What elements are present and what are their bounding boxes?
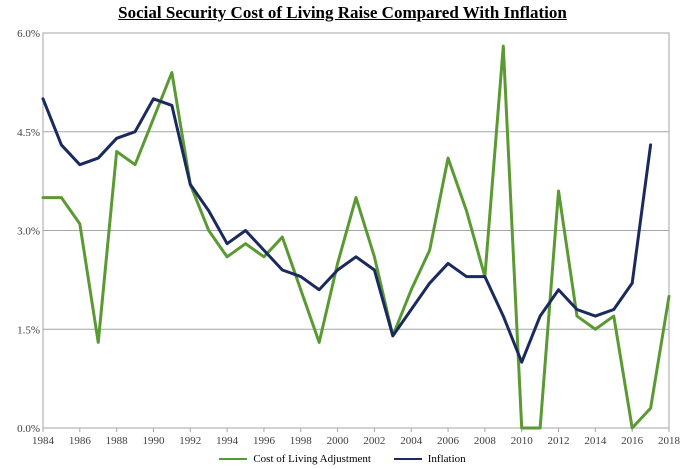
x-tick-label: 2006 <box>437 435 460 447</box>
y-tick-label: 6.0% <box>17 28 40 40</box>
x-tick-label: 2018 <box>658 435 681 447</box>
x-tick-label: 2012 <box>548 435 570 447</box>
x-tick-label: 1988 <box>106 435 129 447</box>
x-tick-label: 1990 <box>142 435 165 447</box>
series-line-cola <box>41 44 671 430</box>
legend-swatch-inflation <box>393 458 422 460</box>
axis-layer: 0.0% 1.5% 3.0% 4.5% 6.0% 1984 1986 1988 1990 1992… <box>17 28 680 447</box>
legend-item-inflation: Inflation <box>393 453 466 465</box>
x-tick-label: 1998 <box>290 435 313 447</box>
y-tick-label: 3.0% <box>17 226 40 238</box>
x-tick-label: 1986 <box>69 435 92 447</box>
x-tick-label: 2010 <box>511 435 534 447</box>
y-tick-label: 1.5% <box>17 324 40 336</box>
x-tick-label: 1994 <box>216 435 239 447</box>
series-layer <box>41 44 671 430</box>
x-tick-label: 1996 <box>253 435 276 447</box>
x-tick-label: 2008 <box>474 435 497 447</box>
legend-label-inflation: Inflation <box>427 453 466 465</box>
x-tick-label: 1984 <box>32 435 55 447</box>
x-tick-label: 2016 <box>621 435 644 447</box>
legend-swatch-cola <box>219 458 248 460</box>
x-tick-label: 1992 <box>179 435 201 447</box>
x-tick-label: 2002 <box>363 435 385 447</box>
chart-title: Social Security Cost of Living Raise Com… <box>118 3 567 22</box>
legend: Cost of Living Adjustment Inflation <box>0 451 685 465</box>
grid-layer <box>42 32 670 429</box>
legend-item-cola: Cost of Living Adjustment <box>219 453 371 465</box>
x-tick-label: 2014 <box>584 435 607 447</box>
y-tick-label: 4.5% <box>17 127 40 139</box>
y-tick-label: 0.0% <box>17 423 40 435</box>
plot-border <box>42 32 670 429</box>
legend-label-cola: Cost of Living Adjustment <box>253 453 371 465</box>
x-tick-label: 2000 <box>327 435 350 447</box>
series-line-inflation <box>41 97 653 364</box>
x-tick-label: 2004 <box>400 435 423 447</box>
